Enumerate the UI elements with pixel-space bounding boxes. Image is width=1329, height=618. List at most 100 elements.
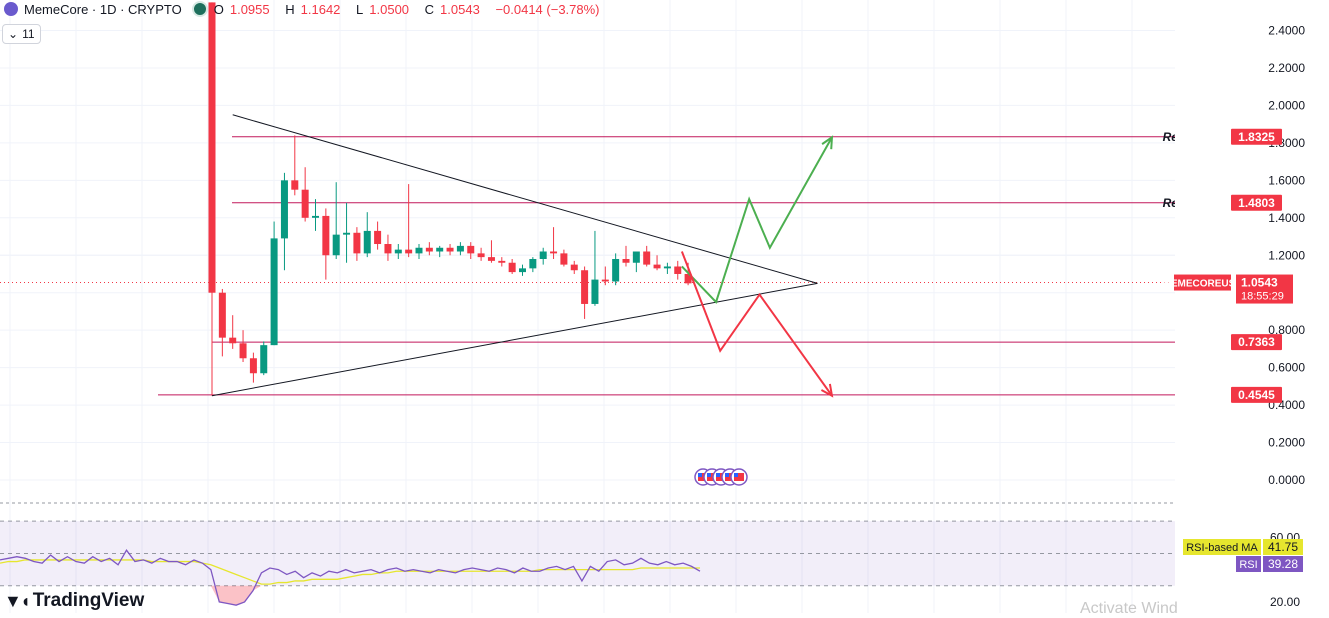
candle-body xyxy=(249,358,257,374)
candles xyxy=(208,2,692,396)
coin-icon xyxy=(4,2,18,16)
candle-body xyxy=(374,230,382,245)
bullish-path-arrowhead xyxy=(821,135,834,150)
candle-body xyxy=(280,180,288,239)
candle xyxy=(405,184,413,258)
candle-body xyxy=(322,215,330,256)
candle xyxy=(208,2,216,396)
candle xyxy=(374,221,382,250)
event-flag-canton xyxy=(698,473,702,477)
candle xyxy=(467,242,475,259)
price-axis[interactable]: 2.40002.20002.00001.80001.60001.40001.20… xyxy=(1175,0,1329,613)
candle-body xyxy=(487,257,495,261)
brand-name: TradingView xyxy=(32,590,145,611)
candle xyxy=(415,244,423,259)
symbol-title[interactable]: MemeCore · 1D · CRYPTO xyxy=(24,1,182,17)
candle-body xyxy=(260,345,268,374)
candle-body xyxy=(539,251,547,259)
axis-labels: 1.8325 1.4803 0.7363 0.4545 MEMECOREUSD1.054… xyxy=(1162,128,1303,572)
candle-body xyxy=(632,251,640,263)
candle xyxy=(425,242,433,256)
rsi-pane xyxy=(0,520,1175,606)
candle xyxy=(218,288,226,357)
candle-body xyxy=(653,264,661,269)
level-price-tag-text: 0.7363 xyxy=(1238,335,1275,349)
candle-body xyxy=(229,337,237,344)
candle-body xyxy=(581,270,589,304)
candle xyxy=(487,240,495,263)
candle-body xyxy=(208,2,216,293)
candle-body xyxy=(612,258,620,282)
indicators-count: 11 xyxy=(22,27,35,41)
candle-body xyxy=(684,273,692,284)
rsi-line xyxy=(0,549,701,606)
candle-body xyxy=(415,247,423,254)
level-price-tag-text: 1.4803 xyxy=(1238,196,1275,210)
rsi-oversold-fill xyxy=(210,585,262,606)
candle xyxy=(612,253,620,286)
market-status-icon[interactable] xyxy=(191,1,208,17)
candle xyxy=(477,247,485,261)
candle-body xyxy=(332,234,340,256)
symbol-tag-text: MEMECOREUSD xyxy=(1162,279,1242,290)
candle xyxy=(622,245,630,267)
tradingview-logo[interactable]: ▼◖ TradingView xyxy=(4,590,144,612)
price-tick-label: 2.0000 xyxy=(1268,98,1305,112)
rsi-tag-text: RSI xyxy=(1239,559,1257,571)
rsi-value-tag xyxy=(1263,556,1303,572)
candle-body xyxy=(291,180,299,190)
candle xyxy=(674,260,682,280)
rsi-ma-tag-text: RSI-based MA xyxy=(1186,542,1258,554)
price-axis-bg xyxy=(1175,0,1329,613)
price-tick-label: 0.8000 xyxy=(1268,323,1305,337)
candle xyxy=(280,172,288,271)
candle xyxy=(456,242,464,256)
drawings xyxy=(211,114,834,398)
candle-body xyxy=(663,266,671,269)
triangle-lower-line xyxy=(211,282,818,397)
candle xyxy=(498,257,506,267)
current-price-value: 1.0543 xyxy=(1241,276,1278,290)
activation-watermark: Activate Wind xyxy=(1080,600,1178,617)
level-price-tag-text: 0.4545 xyxy=(1238,388,1275,402)
candle-body xyxy=(218,292,226,338)
price-tick-label: 0.0000 xyxy=(1268,473,1305,487)
indicators-toggle-button[interactable]: ⌄ 11 xyxy=(2,24,41,44)
level-price-tag xyxy=(1231,194,1282,211)
candle xyxy=(436,245,444,258)
event-flag-icon xyxy=(730,468,748,486)
level-price-tag xyxy=(1231,128,1282,145)
rsi-value: 39.28 xyxy=(1268,557,1298,571)
candle-body xyxy=(477,253,485,258)
candle-body xyxy=(456,245,464,252)
candle xyxy=(322,208,330,280)
candle xyxy=(550,227,558,259)
candle xyxy=(643,245,651,267)
price-tick-label: 1.2000 xyxy=(1268,248,1305,262)
candle-body xyxy=(270,238,278,346)
candle-body xyxy=(508,262,516,273)
candle xyxy=(291,135,299,196)
candle-body xyxy=(425,247,433,252)
candle-body xyxy=(570,264,578,271)
candle xyxy=(363,212,371,258)
candle-body xyxy=(591,279,599,304)
candle-body xyxy=(405,249,413,254)
event-flag-fill xyxy=(698,473,708,481)
chevron-down-icon: ⌄ xyxy=(8,27,19,41)
candle xyxy=(570,260,578,274)
event-flag-fill xyxy=(716,473,726,481)
candle xyxy=(663,262,671,274)
event-flag-fill xyxy=(734,473,744,481)
candle xyxy=(343,202,351,263)
price-tick-label: 0.6000 xyxy=(1268,361,1305,375)
ohlc-values: O 1.0955 H 1.1642 L 1.0500 C 1.0543 −0.0414 … xyxy=(213,1,600,17)
event-flag-canton xyxy=(707,473,711,477)
change-value: −0.0414 (−3.78%) xyxy=(495,1,600,17)
event-icons[interactable] xyxy=(694,468,748,486)
candle xyxy=(384,234,392,261)
candle-body xyxy=(384,244,392,254)
event-flag-canton xyxy=(734,473,738,477)
candle xyxy=(312,199,319,231)
